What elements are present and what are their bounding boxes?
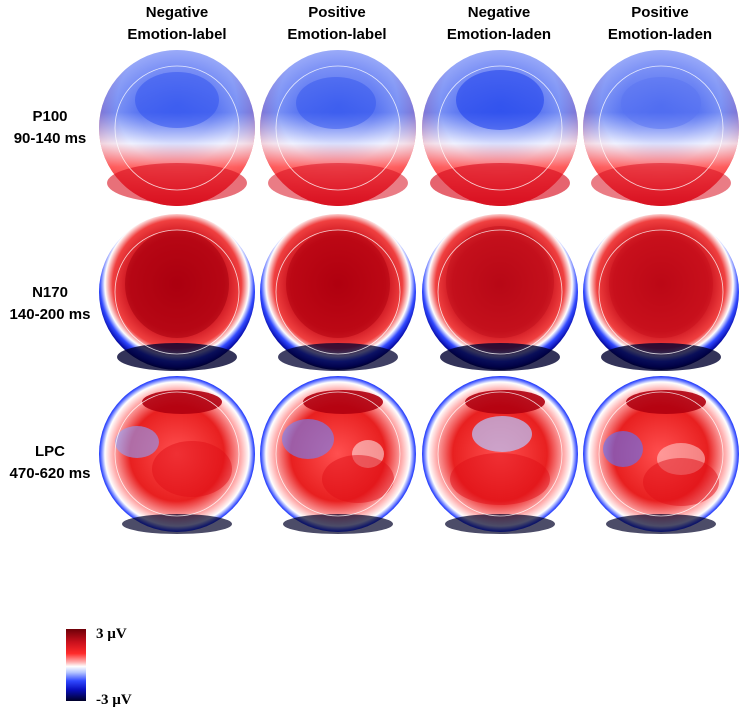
topomap-p100-negative-emotion-laden bbox=[420, 48, 580, 208]
topomap-p100-positive-emotion-label bbox=[258, 48, 418, 208]
column-header-line2: Emotion-label bbox=[287, 26, 387, 43]
column-header-line1: Positive bbox=[308, 4, 366, 21]
row-header-lpc: LPC 470-620 ms bbox=[0, 441, 100, 485]
time-window: 140-200 ms bbox=[9, 306, 91, 323]
column-header-negative-emotion-label: Negative Emotion-label bbox=[102, 2, 252, 46]
time-window: 470-620 ms bbox=[9, 465, 91, 482]
column-header-positive-emotion-label: Positive Emotion-label bbox=[262, 2, 412, 46]
column-header-line1: Positive bbox=[631, 4, 689, 21]
row-header-p100: P100 90-140 ms bbox=[0, 106, 100, 150]
colorbar-max-label: 3 µV bbox=[96, 626, 127, 642]
component-name: N170 bbox=[32, 284, 68, 301]
topomap-p100-negative-emotion-label bbox=[97, 48, 257, 208]
topomap-n170-negative-emotion-label bbox=[97, 212, 257, 372]
topomap-lpc-negative-emotion-label bbox=[97, 374, 257, 534]
row-header-n170: N170 140-200 ms bbox=[0, 282, 100, 326]
topomap-p100-positive-emotion-laden bbox=[581, 48, 741, 208]
topomap-lpc-positive-emotion-label bbox=[258, 374, 418, 534]
topomap-n170-negative-emotion-laden bbox=[420, 212, 580, 372]
component-name: P100 bbox=[32, 108, 68, 125]
column-header-line1: Negative bbox=[467, 4, 531, 21]
column-header-negative-emotion-laden: Negative Emotion-laden bbox=[424, 2, 574, 46]
column-header-line2: Emotion-laden bbox=[446, 26, 552, 43]
topomap-n170-positive-emotion-label bbox=[258, 212, 418, 372]
column-header-line2: Emotion-label bbox=[127, 26, 227, 43]
topomap-n170-positive-emotion-laden bbox=[581, 212, 741, 372]
topomap-lpc-negative-emotion-laden bbox=[420, 374, 580, 534]
column-header-positive-emotion-laden: Positive Emotion-laden bbox=[585, 2, 735, 46]
time-window: 90-140 ms bbox=[13, 130, 87, 147]
colorbar-min-label: -3 µV bbox=[96, 692, 132, 708]
colorbar bbox=[66, 629, 86, 701]
topomap-lpc-positive-emotion-laden bbox=[581, 374, 741, 534]
component-name: LPC bbox=[35, 443, 65, 460]
column-header-line1: Negative bbox=[145, 4, 209, 21]
column-header-line2: Emotion-laden bbox=[607, 26, 713, 43]
